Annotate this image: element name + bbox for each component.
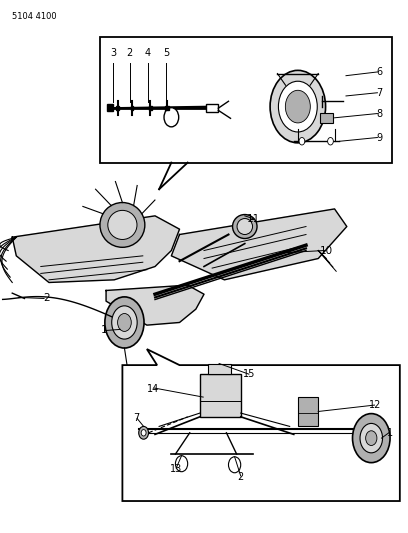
Text: 2: 2	[237, 472, 244, 482]
Circle shape	[285, 90, 310, 123]
Bar	[149, 106, 152, 110]
Bar	[298, 397, 318, 426]
Text: 6: 6	[376, 67, 383, 77]
Circle shape	[112, 306, 137, 339]
Polygon shape	[122, 349, 400, 501]
Ellipse shape	[108, 211, 137, 239]
Text: 10: 10	[320, 246, 333, 255]
Text: 4: 4	[145, 49, 151, 58]
Text: 1: 1	[386, 428, 393, 438]
Text: 1: 1	[101, 326, 107, 335]
Text: 9: 9	[376, 133, 383, 142]
Bar	[206, 104, 218, 112]
Circle shape	[175, 456, 188, 472]
Bar	[165, 106, 169, 110]
Polygon shape	[171, 209, 347, 280]
Text: 8: 8	[376, 109, 383, 118]
Circle shape	[105, 297, 144, 348]
Text: 13: 13	[170, 464, 182, 474]
Circle shape	[228, 457, 241, 473]
Bar	[107, 104, 113, 111]
Circle shape	[270, 70, 326, 143]
Circle shape	[141, 430, 146, 436]
Bar	[100, 37, 392, 163]
Polygon shape	[12, 216, 180, 282]
Circle shape	[278, 81, 317, 132]
Text: 15: 15	[243, 369, 255, 379]
Text: 11: 11	[246, 214, 259, 223]
Circle shape	[164, 108, 179, 127]
Polygon shape	[159, 163, 188, 189]
Circle shape	[139, 426, 149, 439]
Text: 5: 5	[163, 49, 170, 58]
Text: 7: 7	[133, 414, 140, 423]
Circle shape	[360, 423, 383, 453]
Bar	[200, 374, 241, 417]
Bar	[208, 364, 231, 374]
Circle shape	[353, 414, 390, 463]
Circle shape	[118, 313, 131, 332]
Text: 12: 12	[369, 400, 381, 410]
Polygon shape	[106, 285, 204, 325]
Circle shape	[328, 138, 333, 145]
Ellipse shape	[233, 215, 257, 239]
Bar	[131, 106, 133, 110]
Text: 3: 3	[110, 49, 117, 58]
Text: 2: 2	[126, 49, 133, 58]
Ellipse shape	[100, 203, 145, 247]
Bar	[320, 113, 333, 123]
Text: 14: 14	[147, 384, 160, 394]
Bar	[116, 106, 119, 110]
Text: 7: 7	[376, 88, 383, 98]
Text: 5104 4100: 5104 4100	[12, 12, 57, 21]
Circle shape	[366, 431, 377, 446]
Ellipse shape	[237, 219, 253, 235]
Text: 2: 2	[44, 294, 50, 303]
Circle shape	[299, 138, 305, 145]
